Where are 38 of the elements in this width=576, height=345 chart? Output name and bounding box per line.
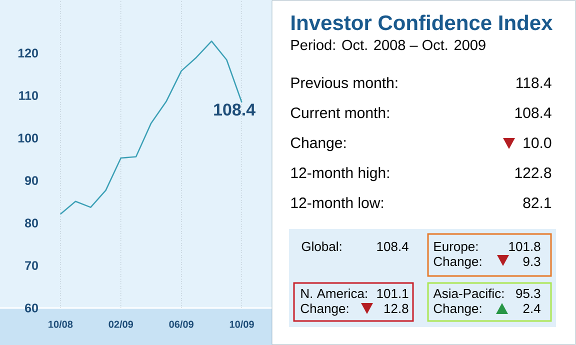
y-tick-label: 120 — [18, 48, 38, 58]
text: 122.8 — [515, 168, 552, 178]
y-tick-label: 60 — [25, 304, 38, 312]
text: Change: — [300, 304, 348, 316]
text: 118.4 — [516, 78, 552, 88]
text: Change: — [434, 304, 482, 316]
y-tick-label: 110 — [19, 91, 38, 100]
text: 10.0 — [524, 138, 552, 148]
text: 108.4 — [377, 242, 408, 252]
text: N. America: — [301, 288, 367, 298]
y-tick-label: 90 — [25, 176, 38, 185]
text: Global: — [302, 242, 342, 252]
text: Investor Confidence Index — [292, 14, 553, 30]
text: Change: — [290, 137, 346, 152]
text: Period: Oct. 2008 – Oct. 2009 — [291, 39, 486, 50]
x-tick-label: 06/09 — [169, 320, 194, 328]
y-tick-label: 100 — [18, 134, 38, 142]
text: 12-month low: — [291, 197, 384, 208]
text: 2.4 — [523, 304, 540, 313]
text: Asia-Pacific: — [433, 288, 504, 298]
y-tick-label: 80 — [24, 218, 38, 228]
text: 82.1 — [523, 198, 552, 208]
text: Previous month: — [291, 77, 398, 88]
text: 95.3 — [516, 288, 540, 298]
y-tick-label: 70 — [25, 261, 38, 270]
text: Change: — [434, 256, 482, 269]
text: Current month: — [290, 107, 389, 118]
x-tick-label: 10/08 — [48, 320, 73, 328]
text: 101.8 — [509, 242, 540, 252]
text: 108.4 — [515, 108, 552, 118]
text: 101.1 — [377, 288, 408, 298]
data-label: 108.4 — [214, 104, 256, 116]
text: 9.3 — [523, 256, 540, 266]
text: Europe: — [434, 242, 478, 254]
x-tick-label: 02/09 — [108, 320, 134, 328]
text: 12.8 — [384, 304, 408, 314]
text: 12-month high: — [291, 167, 389, 182]
x-tick-label: 10/09 — [230, 320, 254, 328]
